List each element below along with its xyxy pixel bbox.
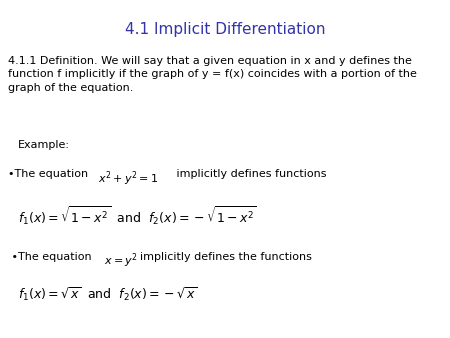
Text: •The equation: •The equation [8,169,92,179]
Text: •The equation: •The equation [8,252,95,262]
Text: Example:: Example: [18,140,70,150]
Text: implicitly defines functions: implicitly defines functions [166,169,326,179]
Text: $x = y^2$: $x = y^2$ [104,252,137,270]
Text: 4.1.1 Definition. We will say that a given equation in x and y defines the
funct: 4.1.1 Definition. We will say that a giv… [8,56,417,93]
Text: 4.1 Implicit Differentiation: 4.1 Implicit Differentiation [125,22,325,37]
Text: $f_1(x) = \sqrt{1 - x^2}$  and  $f_2(x) = -\sqrt{1 - x^2}$: $f_1(x) = \sqrt{1 - x^2}$ and $f_2(x) = … [18,204,257,227]
Text: $f_1(x) = \sqrt{x}$  and  $f_2(x) = -\sqrt{x}$: $f_1(x) = \sqrt{x}$ and $f_2(x) = -\sqrt… [18,286,198,304]
Text: $x^2 + y^2 = 1$: $x^2 + y^2 = 1$ [98,169,158,188]
Text: implicitly defines the functions: implicitly defines the functions [133,252,311,262]
